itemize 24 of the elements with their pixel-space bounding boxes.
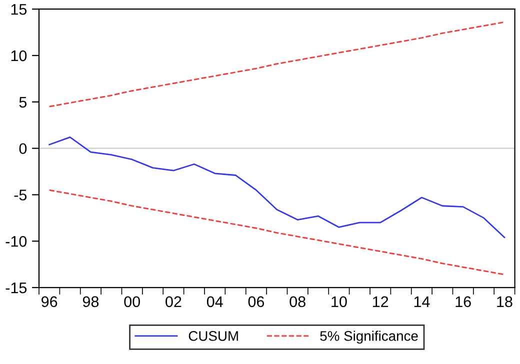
line-series [48, 136, 506, 238]
x-tick-label: 16 [456, 296, 471, 308]
legend-label: 5% Significance [320, 330, 418, 344]
y-tick-label: 10 [11, 50, 27, 62]
y-tick-label: 5 [19, 96, 27, 108]
y-tick-label: -5 [14, 190, 27, 200]
y-tick-label: 15 [11, 4, 27, 15]
x-tick-label: 18 [497, 296, 512, 308]
x-tick-label: 14 [414, 296, 430, 307]
x-tick-label: 10 [332, 296, 347, 308]
x-tick-label: 04 [206, 296, 223, 308]
x-tick-label: 98 [82, 296, 99, 308]
y-tick-label: -15 [6, 282, 27, 294]
x-tick-label: 06 [248, 296, 264, 308]
x-tick-label: 08 [290, 296, 306, 308]
legend-label: CUSUM [188, 331, 238, 341]
x-tick-label: 00 [124, 296, 140, 308]
line-series [48, 189, 506, 276]
y-tick-label: 0 [19, 143, 27, 154]
x-tick-label: 02 [166, 296, 182, 308]
y-tick-label: -10 [6, 236, 27, 247]
line-series [48, 21, 506, 108]
x-tick-label: 12 [373, 296, 388, 307]
x-tick-label: 96 [42, 296, 58, 308]
